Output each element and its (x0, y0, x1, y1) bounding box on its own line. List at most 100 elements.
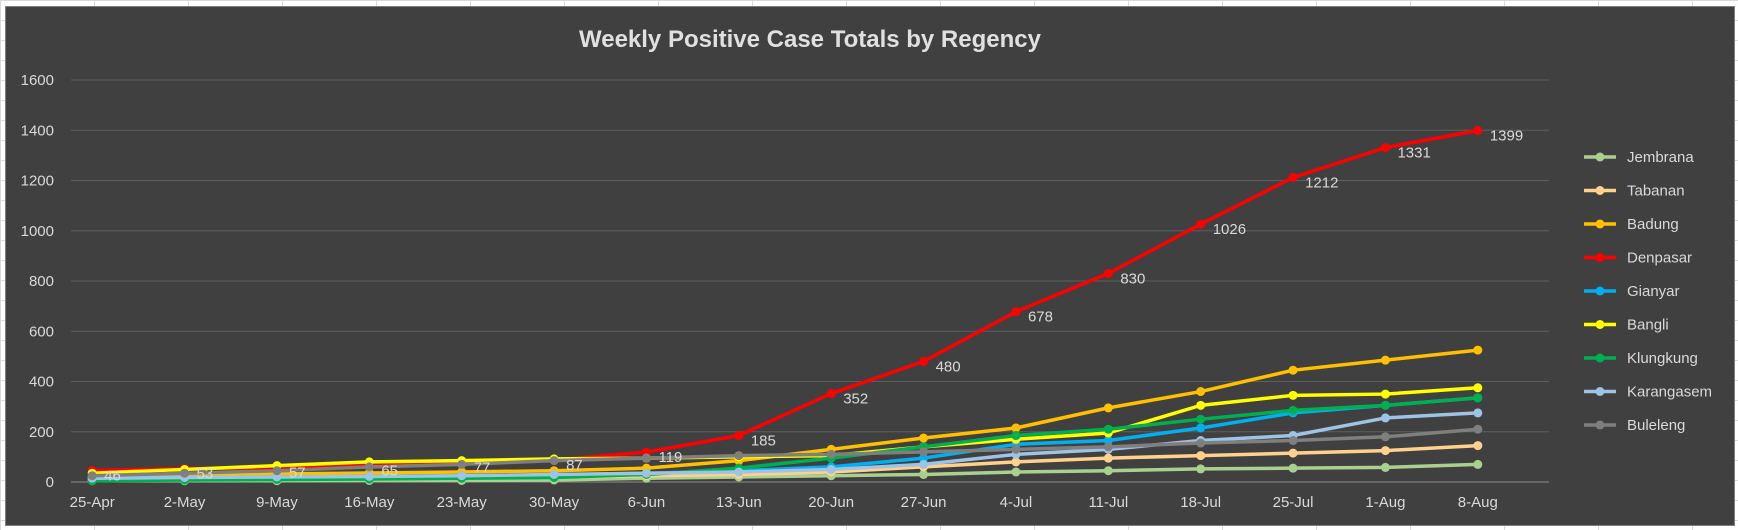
data-point (1103, 268, 1113, 278)
x-tick-label: 23-May (437, 494, 488, 511)
data-point (1103, 436, 1113, 446)
data-point (1288, 390, 1298, 400)
data-point (734, 451, 744, 461)
data-point (641, 468, 651, 478)
y-tick-label: 800 (29, 273, 54, 290)
series-line (92, 427, 1478, 478)
data-point (1011, 467, 1021, 477)
legend-marker (1595, 186, 1605, 195)
data-label: 87 (566, 457, 583, 474)
data-point (1196, 400, 1206, 410)
data-label: 1026 (1213, 221, 1246, 238)
data-point (272, 466, 282, 476)
legend-item: Tabanan (1584, 183, 1685, 200)
legend-label: Bangli (1627, 317, 1669, 334)
legend-label: Karangasem (1627, 384, 1712, 401)
legend-label: Klungkung (1627, 350, 1698, 367)
legend-marker (1595, 320, 1605, 329)
x-tick-label: 6-Jun (628, 494, 666, 511)
x-tick-label: 30-May (529, 494, 580, 511)
x-axis-ticks: 25-Apr 2-May 9-May 16-May 23-May 30-May 6-Jun 1… (70, 494, 1498, 511)
legend-item: Klungkung (1584, 350, 1698, 367)
legend-marker (1595, 219, 1605, 229)
y-tick-label: 1400 (21, 122, 54, 139)
data-label: 53 (197, 466, 214, 483)
data-point (1380, 355, 1390, 365)
series-line (92, 396, 1478, 483)
data-point (1011, 444, 1021, 454)
data-label: 480 (936, 358, 961, 375)
data-point (919, 356, 929, 366)
legend-marker (1595, 152, 1605, 162)
legend-label: Tabanan (1627, 183, 1685, 200)
data-point (1103, 424, 1113, 434)
data-point (919, 453, 929, 463)
data-point (1196, 219, 1206, 229)
x-tick-label: 16-May (344, 494, 395, 511)
data-point (1473, 345, 1483, 355)
line-chart: Weekly Positive Case Totals by Regency 0… (21, 26, 1712, 511)
data-point (1288, 463, 1298, 473)
gridlines (71, 79, 1549, 483)
legend-item: Buleleng (1584, 417, 1685, 434)
legend-item: Gianyar (1584, 283, 1680, 300)
data-point (1288, 405, 1298, 415)
data-point (1380, 389, 1390, 399)
x-tick-label: 13-Jun (716, 494, 762, 511)
data-point (641, 453, 651, 463)
data-point (549, 469, 559, 479)
data-point (1473, 408, 1483, 418)
data-point (1103, 466, 1113, 476)
data-point (826, 464, 836, 474)
data-point (826, 449, 836, 459)
x-tick-label: 1-Aug (1365, 494, 1405, 511)
data-point (734, 431, 744, 441)
legend-item: Badung (1584, 216, 1679, 233)
data-point (826, 389, 836, 399)
data-label: 678 (1028, 309, 1053, 326)
data-point (1288, 365, 1298, 375)
data-point (457, 459, 467, 469)
legend-item: Bangli (1584, 317, 1669, 334)
legend-marker (1595, 420, 1605, 430)
data-point (457, 471, 467, 481)
y-tick-label: 1200 (21, 173, 54, 190)
x-tick-label: 27-Jun (901, 494, 947, 511)
x-tick-label: 25-Apr (70, 494, 115, 511)
series-lines (87, 126, 1483, 486)
data-point (1473, 383, 1483, 393)
data-point (1196, 438, 1206, 448)
data-point (1103, 403, 1113, 413)
x-tick-label: 4-Jul (1000, 494, 1033, 511)
data-point (1288, 448, 1298, 458)
y-tick-label: 200 (29, 424, 54, 441)
x-tick-label: 18-Jul (1180, 494, 1221, 511)
data-label: 1212 (1305, 174, 1338, 191)
x-tick-label: 20-Jun (808, 494, 854, 511)
series-karangasem (87, 408, 1483, 483)
legend-label: Buleleng (1627, 417, 1685, 434)
legend-item: Jembrana (1584, 149, 1694, 166)
data-label: 57 (289, 465, 306, 482)
data-point (919, 433, 929, 443)
legend-item: Karangasem (1584, 384, 1712, 401)
data-point (1380, 400, 1390, 410)
data-point (1011, 307, 1021, 317)
data-point (1288, 436, 1298, 446)
data-point (919, 459, 929, 469)
data-point (1380, 446, 1390, 456)
data-label: 1399 (1490, 128, 1523, 145)
data-label: 1331 (1397, 145, 1430, 162)
chart-area[interactable]: Weekly Positive Case Totals by Regency 0… (5, 6, 1735, 526)
data-point (1288, 172, 1298, 182)
legend-marker (1595, 353, 1605, 363)
y-tick-label: 1000 (21, 223, 54, 240)
data-point (1196, 464, 1206, 474)
data-point (1011, 423, 1021, 433)
data-point (1196, 451, 1206, 461)
data-point (1473, 459, 1483, 469)
data-point (1473, 424, 1483, 434)
data-point (364, 462, 374, 472)
data-point (1196, 414, 1206, 424)
